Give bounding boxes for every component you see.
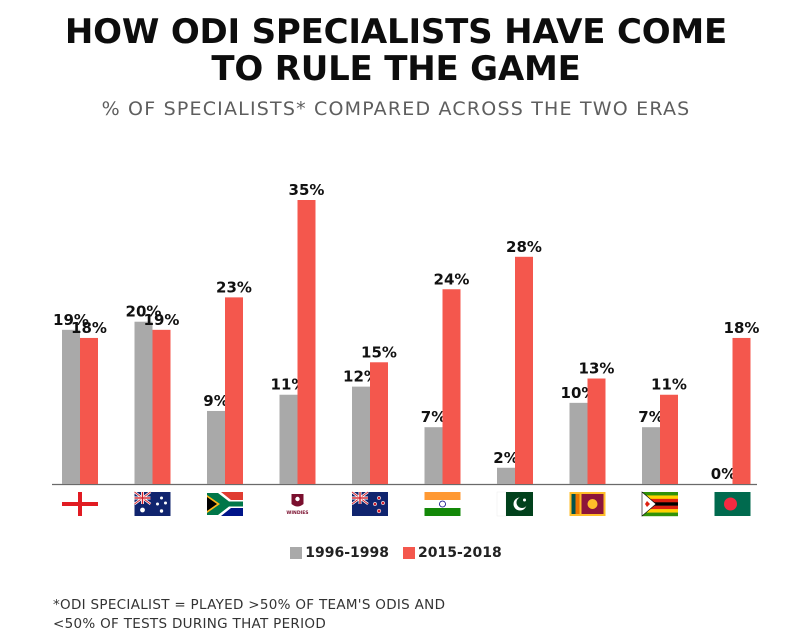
bar-new-zealand-era2 [370, 362, 388, 484]
bar-sri-lanka-era1 [569, 402, 588, 484]
zimbabwe-flag-icon [641, 491, 678, 517]
bar-pakistan-era2 [515, 256, 533, 484]
bar-label-new-zealand-era2: 15% [361, 343, 397, 361]
bar-south-africa-era1 [207, 410, 225, 484]
chart-subtitle: % OF SPECIALISTS* COMPARED ACROSS THE TW… [101, 98, 691, 120]
west-indies-logo-icon: WINDIES [286, 494, 309, 516]
bar-bangladesh-era2 [732, 337, 751, 484]
india-flag-icon [424, 492, 461, 516]
bar-chart: 19%18%20%19%9%23%11%35%WINDIES12%15%7%24… [52, 181, 760, 517]
bar-label-england-era1: 19% [53, 311, 89, 329]
england-flag-icon [62, 492, 98, 516]
legend-label-era1: 1996-1998 [305, 545, 389, 561]
bar-label-sri-lanka-era2: 13% [579, 360, 615, 378]
bar-pakistan-era1 [497, 467, 515, 484]
bar-zimbabwe-era1 [642, 427, 660, 484]
legend-item-era1: 1996-1998 [290, 545, 389, 561]
bar-label-india-era1: 7% [421, 408, 446, 426]
bar-zimbabwe-era2 [660, 394, 678, 484]
legend-swatch-era1 [290, 547, 303, 559]
bar-west-indies-era2 [297, 200, 316, 484]
legend-label-era2: 2015-2018 [418, 545, 502, 561]
title-line-1: HOW ODI SPECIALISTS HAVE COME [64, 12, 728, 52]
new-zealand-flag-icon [351, 491, 388, 516]
chart-title: HOW ODI SPECIALISTS HAVE COME TO RULE TH… [0, 14, 792, 88]
south-africa-flag-icon [207, 492, 243, 516]
bar-australia-era2 [152, 329, 171, 484]
bar-label-pakistan-era2: 28% [506, 238, 542, 256]
bar-label-sri-lanka-era1: 10% [561, 384, 597, 402]
bar-label-west-indies-era1: 11% [271, 376, 307, 394]
bar-label-india-era2: 24% [434, 270, 470, 288]
bar-india-era1 [424, 427, 443, 484]
title-line-2: TO RULE THE GAME [211, 49, 581, 89]
bar-label-south-africa-era2: 23% [216, 278, 252, 296]
bar-sri-lanka-era2 [587, 378, 606, 484]
footnote-line-1: *ODI SPECIALIST = PLAYED >50% OF TEAM'S … [53, 597, 446, 613]
pakistan-flag-icon [496, 491, 533, 517]
bar-england-era2 [80, 337, 98, 484]
bar-south-africa-era2 [225, 297, 243, 484]
bangladesh-flag-icon [714, 492, 751, 516]
bar-label-australia-era1: 20% [126, 303, 162, 321]
bar-label-england-era2: 18% [71, 319, 107, 337]
legend-item-era2: 2015-2018 [403, 545, 502, 561]
bar-label-pakistan-era1: 2% [493, 449, 518, 467]
bar-label-zimbabwe-era1: 7% [638, 408, 663, 426]
bar-label-bangladesh-era2: 18% [724, 319, 760, 337]
bar-west-indies-era1 [279, 394, 298, 484]
bar-australia-era1 [134, 321, 153, 484]
legend-swatch-era2 [403, 547, 415, 559]
bar-label-new-zealand-era1: 12% [343, 368, 379, 386]
bar-england-era1 [62, 329, 80, 484]
sri-lanka-flag-icon [569, 492, 606, 516]
footnote: *ODI SPECIALIST = PLAYED >50% OF TEAM'S … [53, 596, 445, 634]
bar-label-bangladesh-era1: 0% [711, 465, 736, 483]
footnote-line-2: <50% OF TESTS DURING THAT PERIOD [53, 616, 327, 632]
bar-new-zealand-era1 [352, 386, 370, 484]
bar-label-south-africa-era1: 9% [203, 392, 228, 410]
australia-flag-icon [133, 491, 171, 516]
bar-label-australia-era2: 19% [144, 311, 180, 329]
bar-label-west-indies-era2: 35% [289, 181, 325, 199]
bar-india-era2 [442, 289, 461, 484]
svg-text:WINDIES: WINDIES [286, 510, 308, 516]
bar-label-zimbabwe-era2: 11% [651, 376, 687, 394]
legend: 1996-1998 2015-2018 [0, 545, 792, 561]
